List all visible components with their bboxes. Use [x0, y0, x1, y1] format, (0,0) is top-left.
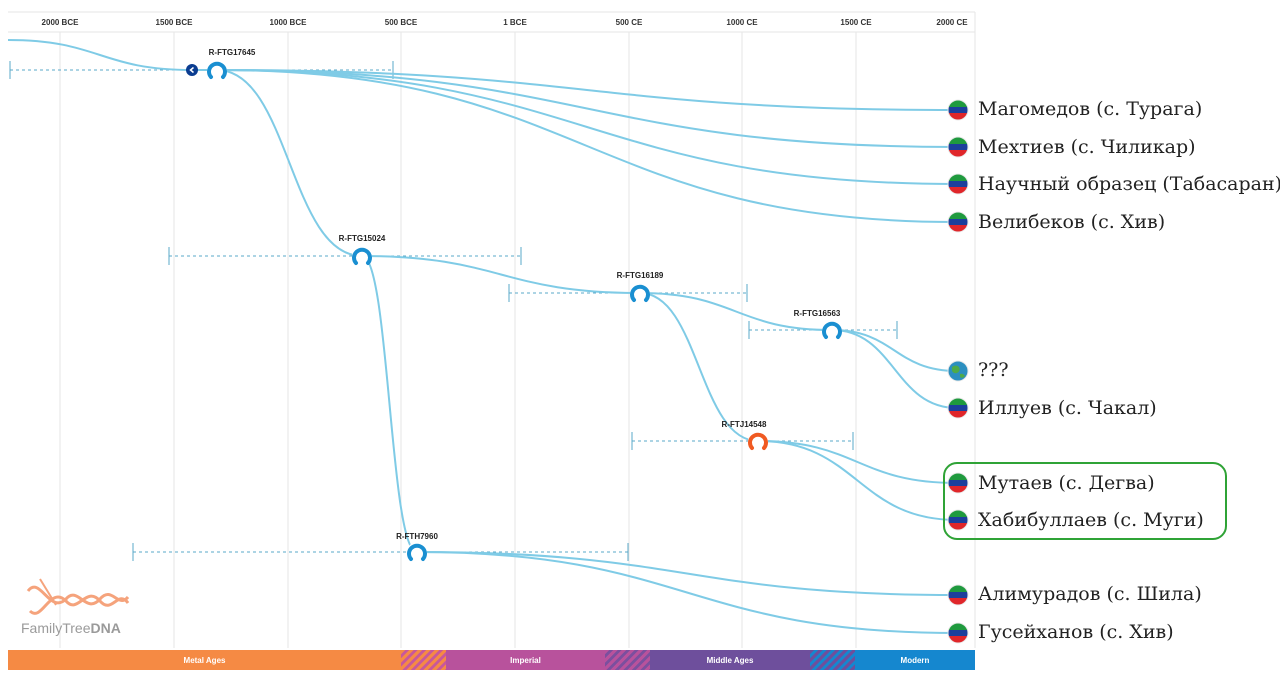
- leaf-label[interactable]: Алимурадов (с. Шила): [978, 583, 1202, 605]
- era-imperial: Imperial: [446, 650, 605, 670]
- dagestan-flag-icon: [947, 584, 969, 606]
- leaf-label[interactable]: Магомедов (с. Турага): [978, 98, 1203, 120]
- axis-tick-label: 2000 BCE: [41, 18, 79, 27]
- confidence-range: [508, 284, 748, 302]
- era-middle-ages: Middle Ages: [650, 650, 810, 670]
- branch-line: [216, 69, 363, 257]
- dagestan-flag-icon: [947, 99, 969, 121]
- globe-icon: [947, 360, 969, 382]
- haplogroup-node-icon[interactable]: [207, 60, 227, 80]
- branch-line: [757, 440, 958, 484]
- haplogroup-node-icon[interactable]: [822, 320, 842, 340]
- axis-tick-label: 1000 CE: [726, 18, 758, 27]
- leaf-label[interactable]: ???: [978, 359, 1009, 381]
- axis-tick-label: 500 CE: [615, 18, 643, 27]
- root-collapse-icon[interactable]: [186, 64, 198, 76]
- haplogroup-node-icon[interactable]: [748, 431, 768, 451]
- branch-line: [216, 69, 958, 148]
- logo-text: FamilyTreeDNA: [21, 620, 121, 636]
- haplogroup-node-icon[interactable]: [630, 283, 650, 303]
- era-transition: [605, 650, 650, 670]
- branch-line: [831, 329, 958, 372]
- branch-line: [216, 69, 958, 111]
- axis-tick-label: 1500 CE: [840, 18, 872, 27]
- era-transition: [810, 650, 855, 670]
- leaf-label[interactable]: Мехтиев (с. Чиликар): [978, 136, 1196, 158]
- node-label-r-ftj14548: R-FTJ14548: [721, 420, 767, 429]
- branch-line: [216, 69, 958, 223]
- leaf-label[interactable]: Хабибуллаев (с. Муги): [978, 509, 1204, 531]
- era-transition: [401, 650, 446, 670]
- branch-line: [639, 292, 759, 442]
- branch-line: [416, 551, 958, 634]
- axis-tick-label: 1000 BCE: [269, 18, 307, 27]
- branch-line: [361, 255, 418, 553]
- axis-tick-label: 1500 BCE: [155, 18, 193, 27]
- leaf-label[interactable]: Иллуев (с. Чакал): [978, 397, 1157, 419]
- confidence-range: [9, 61, 394, 79]
- dagestan-flag-icon: [947, 509, 969, 531]
- era-modern: Modern: [855, 650, 975, 670]
- branch-line: [7, 39, 193, 71]
- axis-tick-label: 500 BCE: [384, 18, 418, 27]
- node-label-r-ftg16189: R-FTG16189: [616, 271, 664, 280]
- branch-line: [361, 255, 641, 294]
- leaf-label[interactable]: Научный образец (Табасаран): [978, 173, 1280, 195]
- branch-line: [639, 292, 833, 331]
- node-label-r-ftg15024: R-FTG15024: [338, 234, 386, 243]
- confidence-range: [168, 247, 522, 265]
- haplogroup-node-icon[interactable]: [352, 246, 372, 266]
- dagestan-flag-icon: [947, 211, 969, 233]
- confidence-range: [631, 432, 854, 450]
- familytreedna-logo-icon: [26, 578, 130, 615]
- node-label-r-ftg17645: R-FTG17645: [208, 48, 256, 57]
- axis-tick-label: 1 BCE: [503, 18, 527, 27]
- leaf-label[interactable]: Гусейханов (с. Хив): [978, 621, 1174, 643]
- node-label-r-fth7960: R-FTH7960: [396, 532, 438, 541]
- axis-tick-label: 2000 CE: [936, 18, 968, 27]
- dagestan-flag-icon: [947, 397, 969, 419]
- haplogroup-node-icon[interactable]: [407, 542, 427, 562]
- branch-line: [216, 69, 958, 185]
- branch-line: [416, 551, 958, 596]
- dagestan-flag-icon: [947, 173, 969, 195]
- confidence-range: [132, 543, 629, 561]
- dagestan-flag-icon: [947, 136, 969, 158]
- branch-line: [757, 440, 958, 521]
- leaf-label[interactable]: Мутаев (с. Дегва): [978, 472, 1155, 494]
- highlight-box: [943, 462, 1227, 540]
- dagestan-flag-icon: [947, 622, 969, 644]
- dagestan-flag-icon: [947, 472, 969, 494]
- node-label-r-ftg16563: R-FTG16563: [793, 309, 841, 318]
- leaf-label[interactable]: Велибеков (с. Хив): [978, 211, 1166, 233]
- branch-line: [831, 329, 958, 409]
- era-metal-ages: Metal Ages: [8, 650, 401, 670]
